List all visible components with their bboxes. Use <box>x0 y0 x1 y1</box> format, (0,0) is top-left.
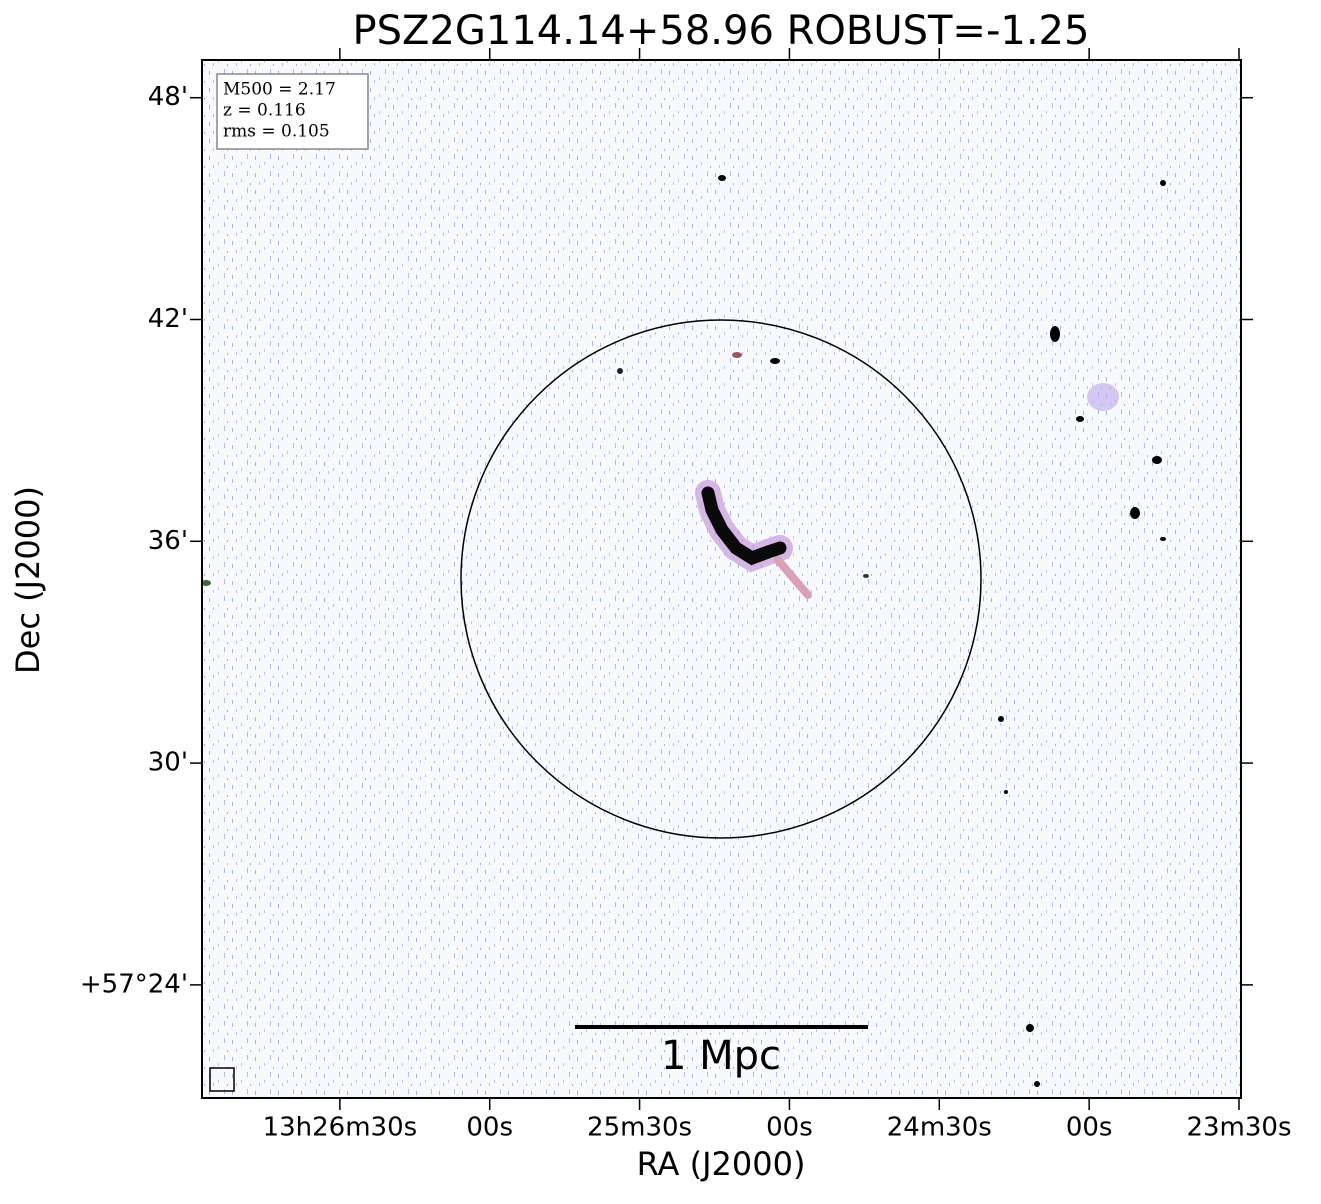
source <box>1130 507 1140 519</box>
x-tick-label: 13h26m30s <box>263 1113 418 1143</box>
x-tick-label: 24m30s <box>887 1113 992 1143</box>
plot-frame <box>201 59 1242 1099</box>
source <box>770 358 780 364</box>
x-tick-label: 00s <box>766 1113 813 1143</box>
source <box>1160 537 1166 541</box>
y-tick-label: 36' <box>148 526 188 556</box>
info-box-frame <box>216 73 369 150</box>
source <box>1034 1081 1040 1087</box>
y-tick-label: 30' <box>148 748 188 778</box>
source <box>617 368 623 374</box>
info-line: M500 = 2.17 <box>223 80 336 100</box>
y-tick-label: 48' <box>148 82 188 112</box>
source <box>863 574 869 578</box>
x-tick-label: 00s <box>466 1113 513 1143</box>
source <box>1076 416 1084 422</box>
r500-circle <box>460 319 982 839</box>
x-tick-label: 23m30s <box>1186 1113 1291 1143</box>
source <box>1004 790 1008 794</box>
x-axis-label: RA (J2000) <box>637 1145 806 1183</box>
info-line: rms = 0.105 <box>223 122 330 142</box>
info-line: z = 0.116 <box>223 101 306 121</box>
image-background <box>202 60 1241 1098</box>
y-axis-label: Dec (J2000) <box>9 486 47 674</box>
source <box>1026 1024 1034 1032</box>
x-tick-label: 00s <box>1066 1113 1113 1143</box>
source <box>718 175 726 181</box>
source <box>1050 326 1060 342</box>
source <box>998 716 1004 722</box>
source <box>201 580 211 586</box>
scale-bar-label: 1 Mpc <box>661 1033 781 1079</box>
chart-title: PSZ2G114.14+58.96 ROBUST=-1.25 <box>353 8 1090 54</box>
diffuse-source <box>1087 383 1119 411</box>
sources <box>201 175 1166 1087</box>
beam-box <box>209 1067 235 1092</box>
info-box: M500 = 2.17 z = 0.116 rms = 0.105 <box>216 73 369 150</box>
central-source <box>701 486 787 566</box>
source <box>732 352 742 358</box>
y-tick-label: 42' <box>148 304 188 334</box>
source <box>1152 456 1162 464</box>
source-tail <box>774 556 812 599</box>
y-tick-label: +57°24' <box>80 969 188 999</box>
source <box>1160 180 1166 186</box>
x-tick-label: 25m30s <box>587 1113 692 1143</box>
